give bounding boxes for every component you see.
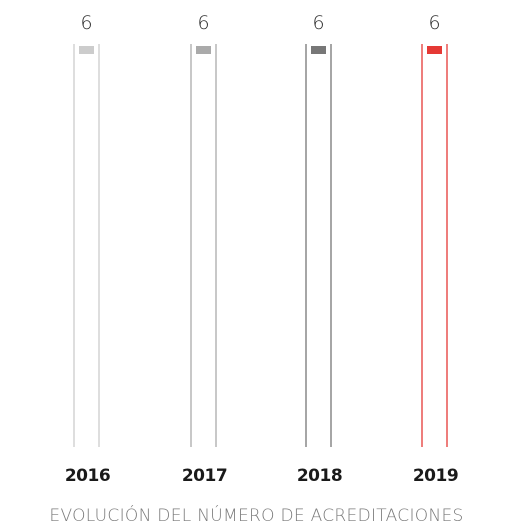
data-label-2017: 6: [197, 12, 209, 34]
category-label-2017: 2017: [182, 466, 227, 486]
chart-title: EVOLUCIÓN DEL NÚMERO DE ACREDITACIONES: [49, 506, 464, 526]
bar-marker-2018: [311, 46, 326, 54]
category-label-2016: 2016: [65, 466, 110, 486]
bar-marker-2016: [79, 46, 94, 54]
bar-marker-2019: [427, 46, 442, 54]
data-label-2018: 6: [312, 12, 324, 34]
data-label-2019: 6: [428, 12, 440, 34]
bar-marker-2017: [196, 46, 211, 54]
data-label-2016: 6: [80, 12, 92, 34]
category-label-2019: 2019: [413, 466, 458, 486]
category-label-2018: 2018: [297, 466, 342, 486]
